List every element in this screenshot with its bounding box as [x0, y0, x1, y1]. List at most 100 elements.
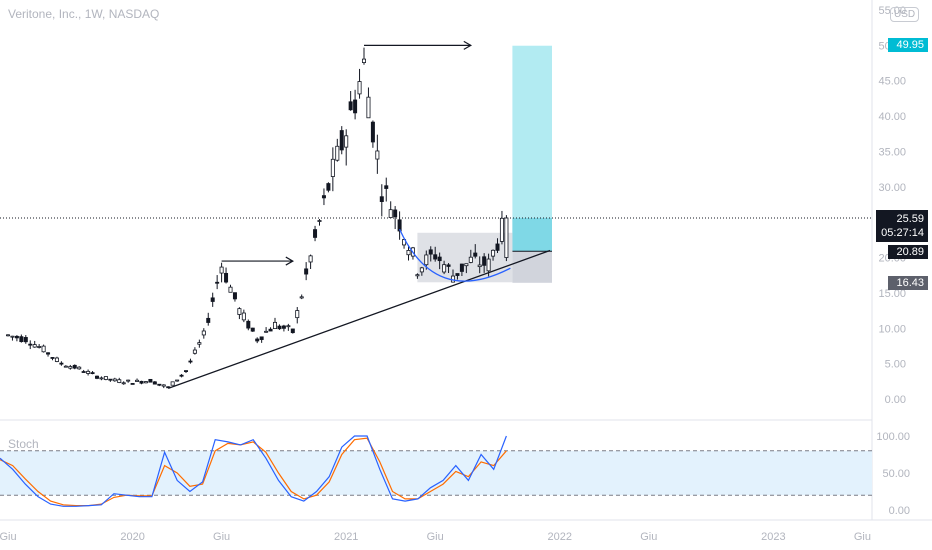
- currency-badge[interactable]: USD: [890, 7, 920, 22]
- candle-body: [143, 381, 148, 384]
- candle-body: [384, 185, 389, 189]
- candle-body: [486, 258, 491, 272]
- candle-body: [197, 342, 202, 345]
- stoch-tick-label: 50.00: [882, 468, 910, 480]
- candle-body: [495, 243, 500, 251]
- candle-body: [366, 96, 371, 119]
- candle-body: [272, 321, 277, 330]
- candle-body: [299, 296, 304, 299]
- candle-body: [397, 219, 402, 232]
- candle-body: [103, 376, 108, 380]
- candle-body: [130, 383, 135, 385]
- candle-body: [504, 217, 509, 258]
- candle-body: [246, 320, 251, 329]
- candle-body: [112, 378, 117, 382]
- time-tick-label: Giu: [854, 531, 871, 543]
- rounding-bottom-curve: [399, 228, 511, 282]
- candle-body: [32, 344, 37, 348]
- candle-body: [348, 101, 353, 111]
- candle-body: [353, 99, 358, 114]
- price-tick-label: 10.00: [878, 323, 906, 335]
- candle-body: [219, 266, 224, 274]
- candle-body: [295, 310, 300, 319]
- price-tick-label: 5.00: [885, 359, 906, 371]
- candle-body: [361, 58, 366, 63]
- candle-body: [54, 357, 59, 362]
- candle-body: [304, 268, 309, 275]
- candle-body: [281, 325, 286, 329]
- candle-body: [313, 229, 318, 238]
- candle-body: [317, 220, 322, 222]
- candle-body: [206, 317, 211, 323]
- candle-body: [201, 330, 206, 336]
- candle-body: [468, 256, 473, 263]
- candle-body: [19, 336, 24, 343]
- time-tick-label: 2020: [120, 531, 144, 543]
- candle-body: [241, 312, 246, 321]
- time-tick-label: 2021: [334, 531, 358, 543]
- candle-body: [437, 256, 442, 262]
- candle-body: [81, 371, 86, 373]
- candle-body: [237, 308, 242, 315]
- candle-body: [433, 254, 438, 260]
- candle-body: [99, 377, 104, 380]
- candle-body: [370, 121, 375, 143]
- profit-zone: [512, 45, 552, 252]
- candle-body: [339, 130, 344, 151]
- candle-body: [86, 370, 91, 374]
- candle-body: [268, 328, 273, 332]
- candle-body: [286, 325, 291, 328]
- candle-body: [393, 209, 398, 218]
- stoch-tick-label: 0.00: [889, 505, 910, 517]
- candle-body: [357, 81, 362, 95]
- candle-body: [442, 264, 447, 273]
- price-tick-label: 45.00: [878, 76, 906, 88]
- stoch-k-line: [0, 435, 507, 507]
- price-tick-label: 30.00: [878, 182, 906, 194]
- candle-body: [450, 275, 455, 283]
- price-tick-label: 0.00: [885, 394, 906, 406]
- candle-body: [63, 365, 68, 368]
- candle-body: [491, 249, 496, 257]
- candle-body: [290, 328, 295, 334]
- candle-body: [259, 336, 264, 340]
- candle-body: [232, 292, 237, 300]
- time-tick-label: Giu: [213, 531, 230, 543]
- target-price-tag: 49.95: [888, 38, 928, 52]
- candle-body: [108, 378, 113, 381]
- candle-body: [179, 374, 184, 377]
- candle-body: [41, 345, 46, 353]
- time-tick-label: Giu: [0, 531, 17, 543]
- candle-body: [139, 380, 144, 384]
- candle-body: [126, 379, 131, 382]
- candle-body: [183, 370, 188, 372]
- candle-body: [446, 264, 451, 267]
- candle-body: [59, 362, 64, 365]
- candle-body: [188, 360, 193, 363]
- candle-body: [135, 379, 140, 382]
- entry-price-tag: 20.89: [888, 245, 928, 259]
- loss-zone: [512, 251, 552, 283]
- candle-body: [473, 252, 478, 257]
- candle-body: [28, 343, 33, 346]
- candle-body: [250, 327, 255, 332]
- candle-body: [210, 297, 215, 302]
- candle-body: [14, 335, 19, 339]
- stop-price-tag: 16.43: [888, 276, 928, 290]
- profit-zone-filled: [512, 218, 552, 252]
- stoch-tick-label: 100.00: [876, 431, 910, 443]
- candle-body: [308, 255, 313, 263]
- candle-body: [68, 366, 73, 369]
- candle-body: [428, 249, 433, 255]
- candle-body: [37, 346, 42, 348]
- candle-body: [90, 372, 95, 375]
- candle-body: [419, 267, 424, 273]
- candle-body: [415, 274, 420, 277]
- candle-body: [255, 338, 260, 342]
- candle-body: [499, 217, 504, 242]
- candle-body: [77, 366, 82, 370]
- candle-body: [95, 375, 100, 379]
- price-tick-label: 35.00: [878, 146, 906, 158]
- candle-body: [175, 379, 180, 382]
